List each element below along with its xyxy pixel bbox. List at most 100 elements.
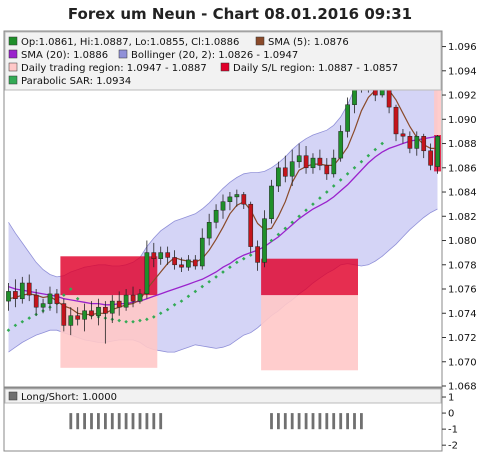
sma20-swatch-icon: [8, 49, 18, 59]
candle-body: [199, 237, 205, 267]
longshort-bar: [97, 413, 100, 430]
legend-item-sl-region: Daily S/L region: 1.0887 - 1.0857: [220, 62, 398, 74]
svg-text:Op:1.0861, Hi:1.0887, Lo:1.085: Op:1.0861, Hi:1.0887, Lo:1.0855, Cl:1.08…: [21, 37, 239, 48]
longshort-bar: [69, 413, 73, 430]
y-tick-label: 1.088: [448, 139, 477, 150]
sar-point: [311, 202, 315, 206]
svg-text:Daily S/L region: 1.0887 - 1.0: Daily S/L region: 1.0887 - 1.0857: [233, 63, 398, 74]
legend-item-trading-region: Daily trading region: 1.0947 - 1.0887: [8, 62, 207, 74]
candle-body: [241, 194, 247, 205]
longshort-bar: [332, 413, 336, 430]
sar-point: [124, 319, 128, 324]
longshort-plot-area: [69, 413, 363, 430]
legend-item-sma20: SMA (20): 1.0886: [8, 49, 108, 61]
candle-body: [144, 252, 150, 295]
sar-point: [228, 265, 232, 269]
candle-body: [289, 161, 295, 177]
candle-body: [172, 257, 177, 266]
sub-y-tick-label: 1: [448, 393, 454, 404]
sar-point: [269, 238, 274, 243]
sar-point: [186, 294, 191, 299]
candle-body: [26, 282, 32, 296]
daily-sl-region: [60, 256, 158, 296]
legend-item-sma5: SMA (5): 1.0876: [255, 36, 349, 48]
longshort-bar: [360, 413, 363, 430]
candle-body: [331, 157, 337, 175]
candle-body: [296, 155, 302, 163]
y-tick-label: 1.094: [448, 66, 477, 77]
daily-trading-region: [434, 62, 441, 135]
longshort-bar: [304, 413, 308, 430]
sar-point: [297, 214, 301, 219]
daily-trading-region: [60, 295, 158, 368]
candle-body: [248, 203, 254, 247]
y-tick-label: 1.082: [448, 212, 477, 223]
daily-sl-region: [261, 258, 358, 296]
sar-point: [338, 178, 343, 182]
sar-point: [75, 296, 80, 301]
sar-point: [200, 284, 205, 289]
longshort-bar: [311, 413, 315, 430]
sar-point: [241, 256, 246, 261]
longshort-bar: [152, 413, 156, 430]
y-tick-label: 1.086: [448, 163, 477, 174]
sar-point: [276, 232, 281, 237]
sar-point: [380, 141, 384, 146]
candle-body: [407, 136, 413, 149]
sar-point: [165, 307, 170, 312]
sar-swatch-icon: [8, 75, 18, 85]
sub-y-axis: -2 -1 0 1: [442, 393, 458, 452]
longshort-bar: [117, 413, 121, 430]
y-tick-label: 1.068: [448, 382, 477, 393]
longshort-bar: [270, 413, 273, 430]
candle-body: [400, 133, 406, 137]
sar-point: [151, 315, 156, 319]
sar-point: [13, 323, 18, 328]
longshort-bar: [76, 413, 80, 430]
chart-title: Forex um Neun - Chart 08.01.2016 09:31: [68, 5, 412, 23]
daily-trading-region: [261, 295, 358, 371]
sma20-line: [8, 135, 438, 306]
candle-body: [103, 306, 108, 314]
sar-point: [193, 289, 198, 294]
candle-body: [227, 196, 233, 202]
candle-body: [186, 259, 191, 268]
sar-point: [373, 147, 378, 152]
y-tick-label: 1.084: [448, 188, 477, 199]
sar-point: [318, 196, 322, 200]
candle-body: [414, 136, 420, 149]
candle-body: [282, 167, 288, 177]
longshort-bar: [124, 413, 128, 430]
sar-point: [20, 319, 25, 324]
candle-body: [6, 291, 11, 302]
longshort-bar: [277, 413, 280, 430]
sma5-swatch-icon: [255, 36, 265, 46]
candle-body: [40, 303, 46, 308]
y-tick-label: 1.080: [448, 236, 477, 247]
legend: Op:1.0861, Hi:1.0887, Lo:1.0855, Cl:1.08…: [4, 31, 442, 91]
sar-point: [345, 172, 350, 176]
legend-item-sar: Parabolic SAR: 1.0934: [8, 75, 131, 87]
longshort-bar: [318, 413, 322, 430]
candle-body: [96, 306, 101, 316]
svg-text:Long/Short: 1.0000: Long/Short: 1.0000: [21, 392, 117, 403]
candle-body: [68, 315, 74, 326]
longshort-bar: [325, 413, 329, 430]
sl-region-swatch-icon: [220, 62, 230, 72]
sar-point: [221, 270, 225, 274]
sar-point: [172, 302, 177, 307]
candle-body: [130, 294, 136, 302]
candle-body: [75, 315, 81, 320]
candle-body: [47, 293, 53, 304]
candle-body: [345, 104, 350, 132]
candle-body: [303, 155, 309, 169]
candle-body: [151, 252, 157, 259]
y-tick-label: 1.092: [448, 91, 477, 102]
candle-body: [338, 131, 344, 159]
candle-body: [269, 185, 274, 219]
sar-point: [325, 190, 329, 194]
longshort-bar: [353, 413, 356, 430]
candle-body: [393, 106, 399, 135]
candle-body: [310, 157, 316, 169]
